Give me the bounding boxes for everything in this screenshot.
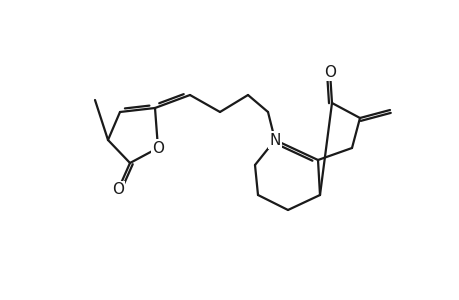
- Text: O: O: [323, 64, 335, 80]
- Text: N: N: [269, 133, 280, 148]
- Text: O: O: [112, 182, 124, 197]
- Text: O: O: [151, 140, 164, 155]
